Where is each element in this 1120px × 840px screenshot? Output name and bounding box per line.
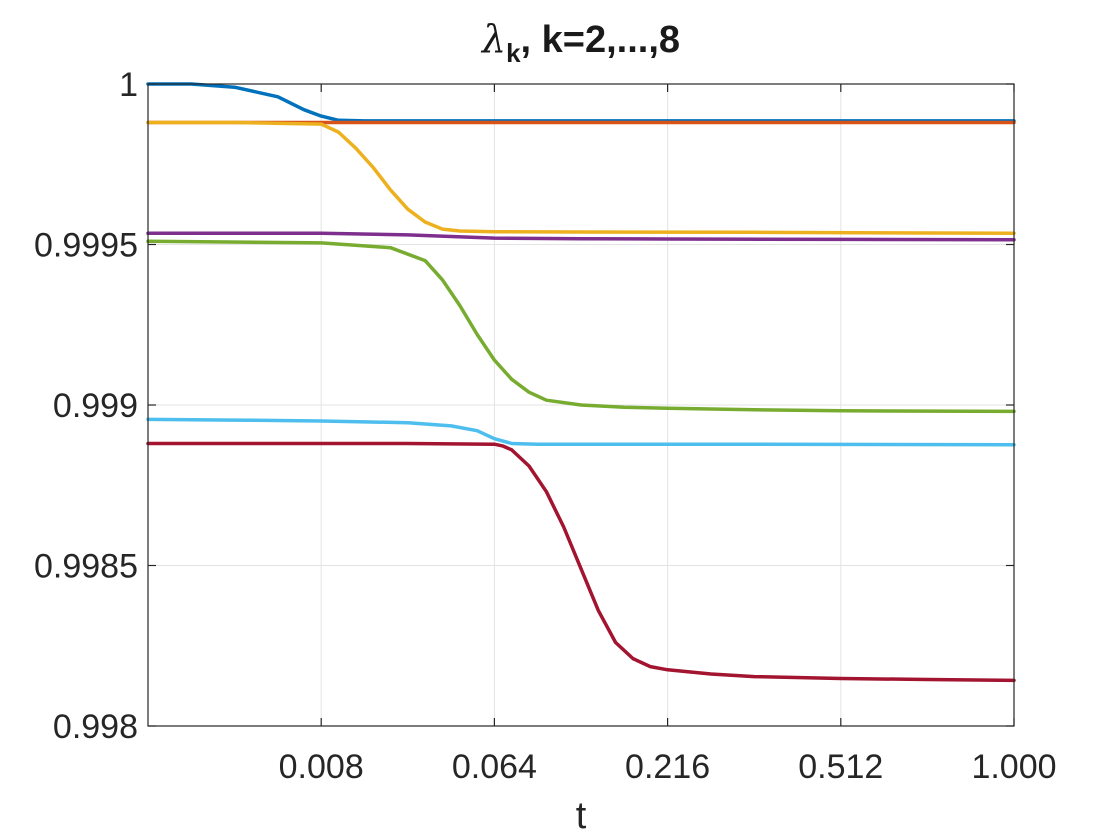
title-subscript: k [506,38,521,68]
y-tick-label: 0.999 [53,387,138,425]
y-tick-label: 0.998 [53,708,138,746]
y-tick-label: 1 [119,66,138,104]
x-tick-labels: 0.008 0.064 0.216 0.512 1.000 [279,748,1057,786]
y-tick-label: 0.9995 [34,227,138,265]
tick-marks [148,83,1015,727]
y-tick-label: 0.9985 [34,548,138,586]
x-tick-label: 0.512 [798,748,883,786]
x-axis-label: t [576,795,587,837]
series-line-6 [146,417,1016,447]
series-line-7 [146,441,1016,683]
series-line-4 [146,231,1016,242]
title-symbol: λ [480,17,506,61]
x-tick-label: 0.216 [625,748,710,786]
y-tick-labels: 0.998 0.9985 0.999 0.9995 1 [34,66,138,746]
series-line-5 [146,239,1016,414]
x-tick-label: 1.000 [971,748,1056,786]
title-rest: , k=2,...,8 [521,19,681,61]
x-tick-label: 0.064 [452,748,537,786]
series-line-3 [146,120,1016,236]
series-layer [146,82,1016,683]
x-tick-label: 0.008 [279,748,364,786]
chart-title: λk, k=2,...,8 [480,17,680,68]
